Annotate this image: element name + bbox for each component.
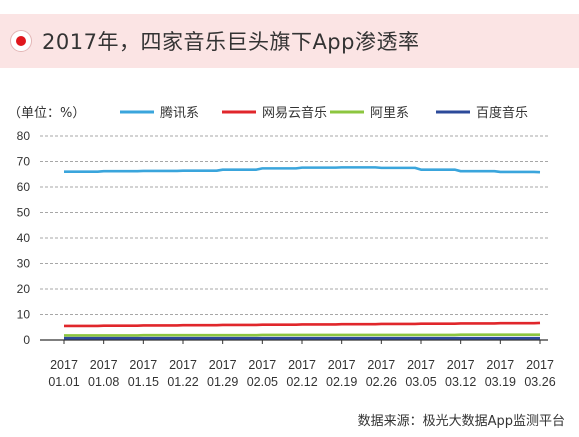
x-tick-label-year: 2017 xyxy=(526,358,554,372)
legend-label: 腾讯系 xyxy=(160,105,199,121)
legend-label: 阿里系 xyxy=(370,106,409,121)
x-tick-label-year: 2017 xyxy=(90,358,118,372)
x-tick-label-year: 2017 xyxy=(288,358,316,372)
x-tick-label-date: 03.12 xyxy=(445,375,476,389)
x-tick-label-date: 01.08 xyxy=(88,375,119,389)
y-tick-label: 60 xyxy=(17,180,31,194)
y-tick-label: 80 xyxy=(17,129,31,143)
series-line-2 xyxy=(64,333,540,337)
x-tick-label-date: 03.26 xyxy=(524,375,555,389)
x-tick-label-date: 01.15 xyxy=(128,375,159,389)
x-tick-label-year: 2017 xyxy=(486,358,514,372)
y-tick-label: 20 xyxy=(17,282,31,296)
x-tick-label-year: 2017 xyxy=(169,358,197,372)
red-dot-icon xyxy=(16,36,26,46)
legend-label: 网易云音乐 xyxy=(262,105,327,121)
y-tick-label: 50 xyxy=(17,206,31,220)
x-tick-label-date: 01.29 xyxy=(207,375,238,389)
x-tick-label-year: 2017 xyxy=(367,358,395,372)
x-tick-label-year: 2017 xyxy=(209,358,237,372)
data-source: 数据来源：极光大数据App监测平台 xyxy=(357,414,565,429)
x-tick-label-year: 2017 xyxy=(248,358,276,372)
y-tick-label: 70 xyxy=(17,155,31,169)
x-tick-label-date: 02.26 xyxy=(366,375,397,389)
x-tick-label-year: 2017 xyxy=(447,358,475,372)
y-tick-label: 0 xyxy=(23,333,30,347)
x-tick-label-year: 2017 xyxy=(328,358,356,372)
legend-label: 百度音乐 xyxy=(476,105,528,121)
y-tick-label: 40 xyxy=(17,231,31,245)
x-tick-label-date: 02.19 xyxy=(326,375,357,389)
title-bullet-icon xyxy=(10,30,32,52)
series-line-1 xyxy=(64,321,541,328)
x-tick-label-date: 03.19 xyxy=(485,375,516,389)
y-tick-label: 30 xyxy=(17,257,31,271)
x-tick-label-year: 2017 xyxy=(129,358,157,372)
x-tick-label-date: 01.22 xyxy=(167,375,198,389)
x-tick-label-year: 2017 xyxy=(50,358,78,372)
x-tick-label-date: 03.05 xyxy=(405,375,436,389)
y-tick-label: 10 xyxy=(17,308,31,322)
series-line-0 xyxy=(64,166,541,174)
title-band: 2017年，四家音乐巨头旗下App渗透率 xyxy=(0,14,579,68)
chart-title: 2017年，四家音乐巨头旗下App渗透率 xyxy=(42,30,420,54)
x-tick-label-date: 02.05 xyxy=(247,375,278,389)
unit-label: （单位：%） xyxy=(8,106,85,121)
x-tick-label-date: 02.12 xyxy=(286,375,317,389)
x-tick-label-date: 01.01 xyxy=(48,375,79,389)
x-tick-label-year: 2017 xyxy=(407,358,435,372)
